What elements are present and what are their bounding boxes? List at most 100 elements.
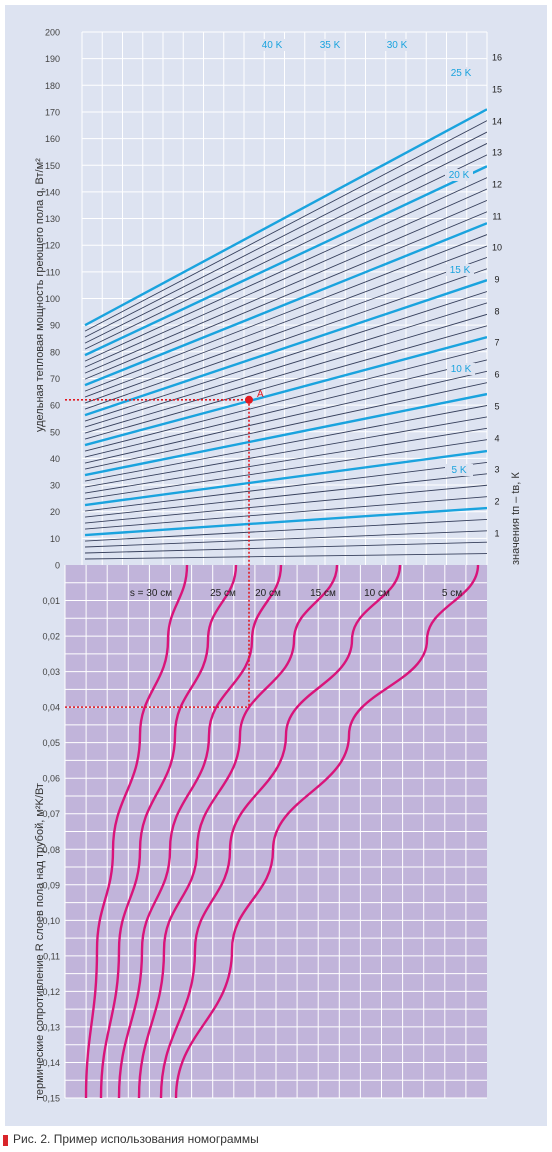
series-line xyxy=(84,370,487,464)
series-line xyxy=(84,496,487,530)
y-tick-label: 0,05 xyxy=(42,738,60,748)
right-tick-label: 15 xyxy=(492,85,502,95)
point-a-marker xyxy=(245,395,253,404)
series-line xyxy=(84,154,487,350)
series-labels: 5 K 10 K 15 K 20 K 25 K 30 K 35 K 40 K s = 30 см… xyxy=(130,39,475,599)
series-line xyxy=(84,120,487,332)
y-tick-label: 0,12 xyxy=(42,987,60,997)
series-line xyxy=(84,200,487,374)
curve-label: 15 см xyxy=(310,588,336,599)
guide-lines: A xyxy=(65,389,264,708)
series-label-bg xyxy=(383,39,411,51)
series-line xyxy=(84,245,487,398)
y-tick-label: 120 xyxy=(45,241,60,251)
spacing-curve xyxy=(117,565,283,1098)
top-series-lines xyxy=(84,108,487,560)
series-line xyxy=(84,313,487,434)
series-line xyxy=(84,188,487,368)
y-tick-label: 0,15 xyxy=(42,1094,60,1104)
series-label: 25 K xyxy=(451,68,472,79)
series-line xyxy=(84,553,487,560)
y-tick-label: 0,07 xyxy=(42,809,60,819)
curve-label: 25 см xyxy=(210,588,236,599)
right-tick-label: 2 xyxy=(494,497,499,507)
series-line xyxy=(84,427,487,494)
right-tick-label: 14 xyxy=(492,117,502,127)
right-tick-label: 1 xyxy=(494,529,499,539)
y-tick-label: 140 xyxy=(45,187,60,197)
y-tick-label: 0,03 xyxy=(42,667,60,677)
series-label: 20 K xyxy=(449,170,470,181)
series-line xyxy=(84,382,487,470)
series-label: 35 K xyxy=(320,40,341,51)
y-tick-label: 40 xyxy=(50,454,60,464)
series-line xyxy=(84,439,487,500)
tick-labels: 0102030405060708090100110120130140150160… xyxy=(42,28,502,1104)
y-tick-label: 0,08 xyxy=(42,845,60,855)
y-tick-label: 190 xyxy=(45,54,60,64)
curve-label: 10 см xyxy=(364,588,390,599)
right-tick-label: 8 xyxy=(494,307,499,317)
spacing-curve xyxy=(84,565,189,1098)
y-tick-label: 150 xyxy=(45,161,60,171)
series-line xyxy=(84,143,487,344)
spacing-curve xyxy=(137,565,339,1098)
series-line-highlight xyxy=(84,506,487,537)
series-line xyxy=(84,518,487,542)
right-tick-label: 5 xyxy=(494,402,499,412)
series-line xyxy=(84,359,487,458)
y-tick-label: 10 xyxy=(50,534,60,544)
y-tick-label: 0,11 xyxy=(43,951,60,961)
y-tick-label: 0,14 xyxy=(42,1058,60,1068)
series-line xyxy=(84,291,487,422)
series-line xyxy=(84,177,487,362)
y-tick-label: 130 xyxy=(45,214,60,224)
series-line xyxy=(84,541,487,554)
bottom-curves xyxy=(84,565,480,1098)
series-line-highlight xyxy=(84,335,487,447)
series-line xyxy=(84,462,487,512)
right-tick-label: 3 xyxy=(494,465,499,475)
right-tick-label: 12 xyxy=(492,180,502,190)
y-tick-label: 70 xyxy=(50,374,60,384)
curve-label: 20 см xyxy=(255,588,281,599)
series-line xyxy=(84,473,487,518)
series-label-bg xyxy=(446,264,474,276)
y-tick-label: 50 xyxy=(50,427,60,437)
y-tick-label: 0,06 xyxy=(42,774,60,784)
series-label-bg xyxy=(258,39,286,51)
point-a-label: A xyxy=(257,389,264,400)
series-label: 10 K xyxy=(451,364,472,375)
series-label-bg xyxy=(445,464,473,476)
spacing-curve xyxy=(174,565,480,1098)
series-line-highlight xyxy=(84,222,487,387)
right-tick-label: 6 xyxy=(494,370,499,380)
curve-label: s = 30 см xyxy=(130,588,172,599)
series-line xyxy=(84,484,487,524)
series-label: 15 K xyxy=(450,265,471,276)
figure-caption: Рис. 2. Пример использования номограммы xyxy=(13,1132,259,1146)
series-line-highlight xyxy=(84,165,487,357)
spacing-curve xyxy=(99,565,238,1098)
series-label-bg xyxy=(316,39,344,51)
y-tick-label: 160 xyxy=(45,134,60,144)
right-tick-label: 4 xyxy=(494,434,499,444)
y-tick-label: 0 xyxy=(55,561,60,571)
curve-label: 5 см xyxy=(442,588,462,599)
grid xyxy=(64,31,488,1099)
right-tick-label: 10 xyxy=(492,243,502,253)
y-tick-label: 0,09 xyxy=(42,880,60,890)
y-tick-label: 0,10 xyxy=(42,916,60,926)
y-tick-label: 200 xyxy=(45,28,60,38)
y-tick-label: 0,13 xyxy=(42,1022,60,1032)
right-tick-label: 11 xyxy=(492,212,501,222)
series-line-highlight xyxy=(84,108,487,327)
series-line xyxy=(84,302,487,428)
y-tick-label: 80 xyxy=(50,347,60,357)
series-line-highlight xyxy=(84,449,487,507)
right-axis-label: значения tп – tв, К xyxy=(510,472,522,565)
series-label-bg xyxy=(445,169,473,181)
series-label-bg xyxy=(447,67,475,79)
caption-marker xyxy=(3,1135,8,1146)
